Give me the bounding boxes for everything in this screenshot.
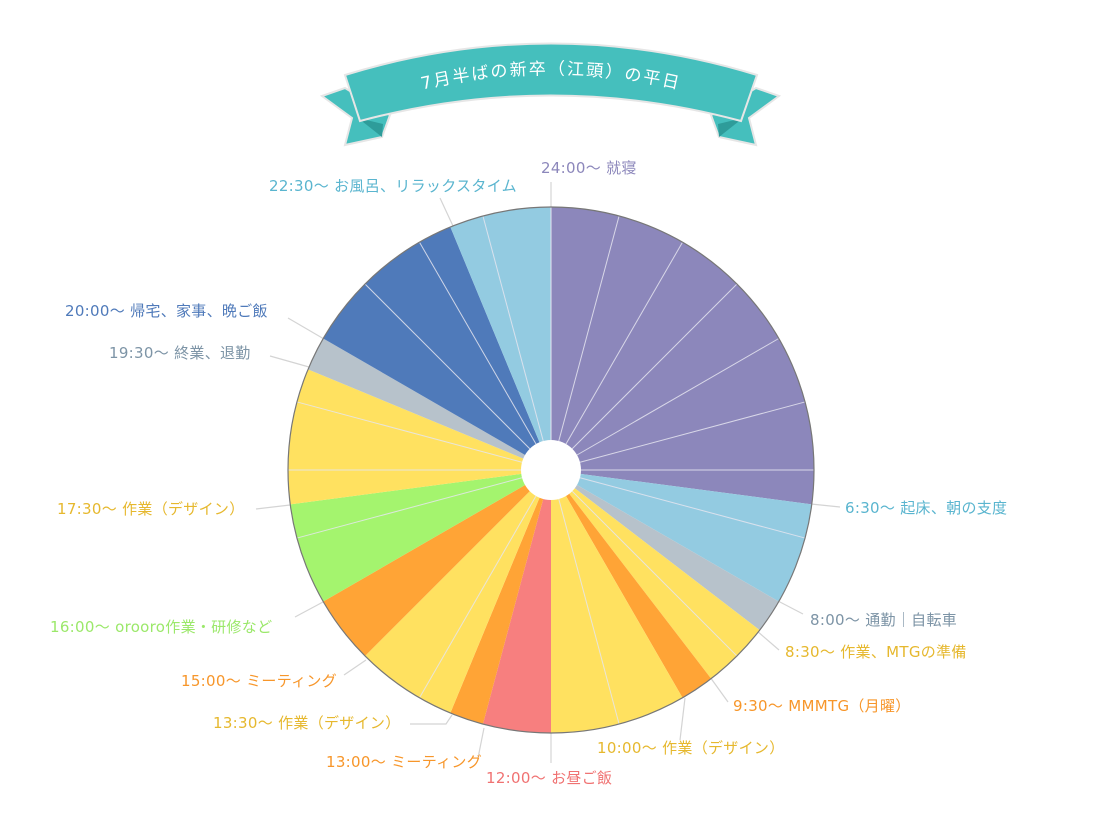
segment-label: 17:30〜 作業（デザイン） [57,500,245,518]
segment-label: 16:00〜 orooro作業・研修など [50,618,273,636]
pie-slice [450,207,551,470]
hour-gridline [482,215,544,442]
segment-label: 8:30〜 作業、MTGの準備 [785,643,967,661]
hour-gridline [576,338,780,456]
hour-gridline [571,283,738,450]
segment-label: 24:00〜 就寝 [541,159,637,177]
leader-line [477,727,485,759]
title-ribbon: 7月半ばの新卒（江頭）の平日 [319,42,782,147]
pie-slice [551,470,712,698]
pie-slice [308,338,551,470]
hour-gridline [558,215,620,442]
leader-line [343,659,367,676]
segment-label: 6:30〜 起床、朝の支度 [845,499,1008,517]
center-hole [521,440,581,500]
leader-line [756,630,780,651]
leader-line [810,503,841,508]
pie-slice [287,369,551,505]
pie-slice [551,470,683,733]
hour-gridline [296,477,523,539]
ribbon-left-fold [358,118,383,137]
pie-slice [323,227,551,470]
pie-slice [551,470,779,631]
segment-label: 10:00〜 作業（デザイン） [597,739,785,757]
hour-gridline [571,490,738,657]
segment-label: 9:30〜 MMMTG（月曜） [733,697,911,715]
leader-line [439,197,454,227]
pie-slice [551,207,814,505]
leader-line [679,697,686,741]
hour-gridlines [288,207,814,725]
leader-line [294,601,324,618]
segment-label: 19:30〜 終業、退勤 [109,344,251,362]
segment-label: 15:00〜 ミーティング [181,672,337,690]
leader-line [410,714,453,725]
leader-line [269,355,310,368]
segment-label: 8:00〜 通勤｜自転車 [810,611,958,629]
pie-slice [482,470,551,733]
segment-label: 20:00〜 帰宅、家事、晩ご飯 [65,302,268,320]
hour-gridline [419,495,537,699]
pie-slice [365,470,551,713]
segment-label: 13:30〜 作業（デザイン） [213,714,401,732]
pie-slice [551,470,812,602]
pie-rim [287,206,815,734]
segment-label: 13:00〜 ミーティング [326,753,482,771]
hour-gridline [579,477,806,539]
leader-line [709,676,729,703]
hour-gridline [364,283,531,450]
pie-slice [323,470,551,656]
hour-gridline [579,401,806,463]
ribbon-band [343,42,759,123]
leader-line [777,600,804,615]
leader-line [255,504,291,510]
segment-label: 22:30〜 お風呂、リラックスタイム [269,177,517,195]
leader-line [287,317,325,340]
hour-gridline [565,241,683,445]
pie-slice [450,470,551,725]
ribbon-right-fold [718,118,743,137]
hour-gridline [296,401,523,463]
leader-lines [255,182,841,763]
hour-gridline [558,498,620,725]
pie-slice [290,470,551,602]
segment-label: 12:00〜 お昼ご飯 [486,769,613,787]
hour-gridline [419,241,537,445]
